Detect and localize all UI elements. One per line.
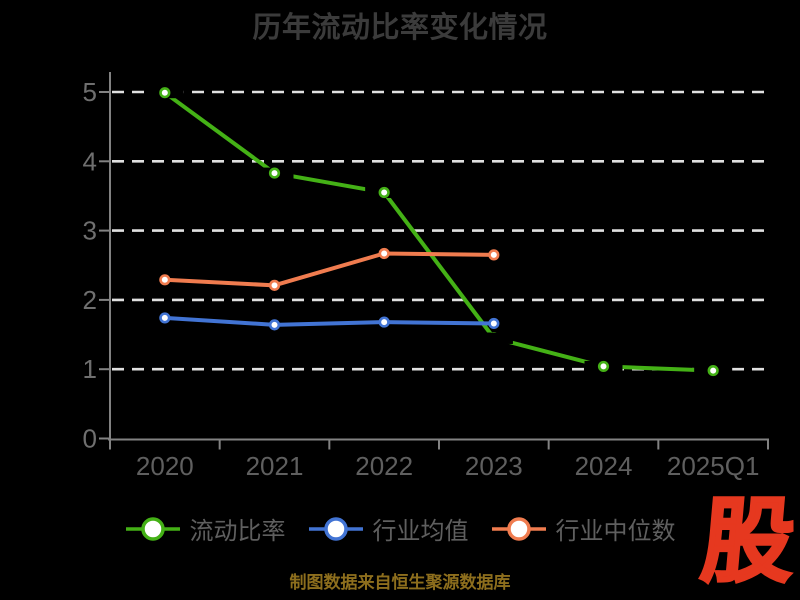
line-chart: 0 1 2 3 4 5 2020 2021 2022 2023 2024 2025Q1 <box>83 72 769 481</box>
hidden-point-label <box>474 234 513 246</box>
hidden-point-label <box>255 264 294 276</box>
data-point-行业均值-2022[interactable] <box>378 316 390 328</box>
x-tick-label: 2022 <box>355 451 413 481</box>
x-tick-label: 2023 <box>465 451 523 481</box>
legend-marker-icon <box>308 516 363 541</box>
y-tick-label: 4 <box>83 146 97 176</box>
y-tick-label: 3 <box>83 216 97 246</box>
y-tick-label: 0 <box>83 424 97 454</box>
data-point-流动比率-2024[interactable] <box>597 360 610 373</box>
hidden-point-label <box>365 331 404 343</box>
legend-label: 行业中位数 <box>555 518 676 545</box>
legend-label: 行业均值 <box>372 518 469 545</box>
data-point-行业中位数-2023[interactable] <box>488 249 500 261</box>
legend-item-industry-mean[interactable]: 行业均值 <box>308 511 469 546</box>
x-tick-label: 2025Q1 <box>667 451 760 481</box>
legend-item-industry-median[interactable]: 行业中位数 <box>491 511 676 546</box>
series-line-1 <box>162 315 496 327</box>
x-tick-label: 2024 <box>575 451 633 481</box>
brand-logo: 股 <box>696 490 800 595</box>
x-tick-label: 2021 <box>246 451 304 481</box>
series-line-2 <box>162 251 496 288</box>
x-tick-label: 2020 <box>136 451 194 481</box>
y-tick-label: 1 <box>83 354 97 384</box>
y-tick-label: 2 <box>83 285 97 315</box>
hidden-point-label <box>365 232 404 244</box>
data-point-行业均值-2021[interactable] <box>268 319 281 331</box>
data-point-行业均值-2023[interactable] <box>488 317 500 330</box>
chart-title: 历年流动比率变化情况 <box>252 12 548 44</box>
y-tick-label: 5 <box>83 77 97 107</box>
hidden-point-label <box>145 327 184 339</box>
chart-legend: 流动比率 行业均值 行业中位数 <box>0 511 800 546</box>
legend-marker-icon <box>125 516 180 541</box>
data-point-行业均值-2020[interactable] <box>159 312 171 324</box>
data-point-流动比率-2021[interactable] <box>268 167 281 179</box>
data-source-note: 制图数据来自恒生聚源数据库 <box>289 573 511 592</box>
legend-marker-icon <box>491 516 546 541</box>
data-point-行业中位数-2020[interactable] <box>159 274 171 286</box>
data-point-流动比率-2020[interactable] <box>159 87 171 99</box>
hidden-point-label <box>255 334 294 346</box>
data-point-流动比率-2025Q1[interactable] <box>707 364 719 377</box>
hidden-point-label <box>145 259 184 271</box>
data-point-流动比率-2022[interactable] <box>378 186 390 199</box>
data-point-行业中位数-2022[interactable] <box>378 247 390 260</box>
hidden-point-label <box>474 332 513 344</box>
legend-label: 流动比率 <box>189 518 286 545</box>
legend-item-current-ratio[interactable]: 流动比率 <box>125 511 286 546</box>
data-point-行业中位数-2021[interactable] <box>268 279 281 291</box>
